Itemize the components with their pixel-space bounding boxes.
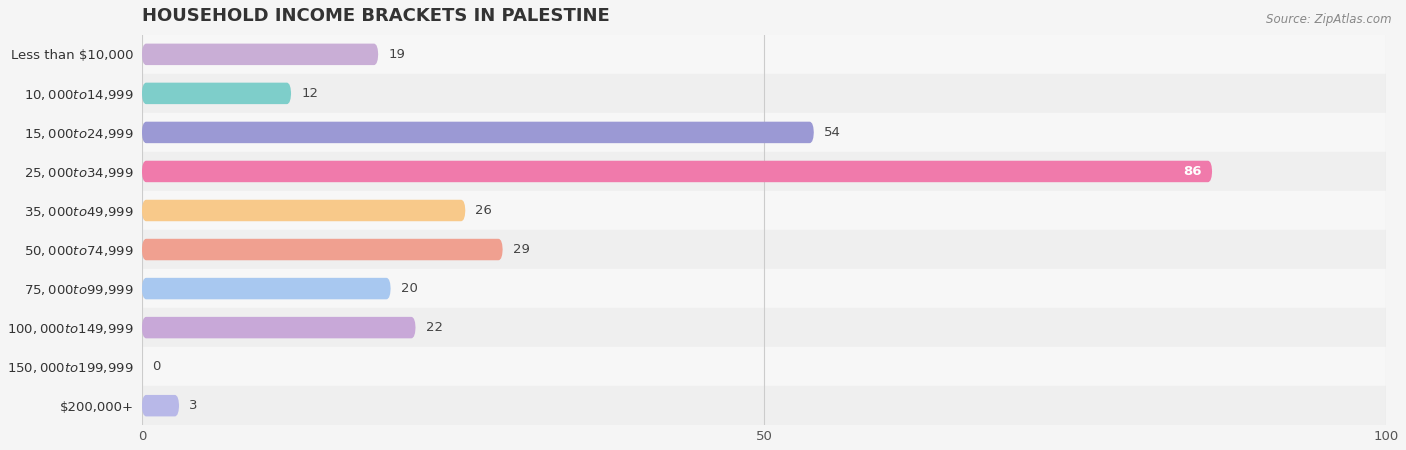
FancyBboxPatch shape	[142, 161, 1212, 182]
Bar	[142, 113, 1386, 152]
Text: 0: 0	[152, 360, 160, 373]
Text: 29: 29	[513, 243, 530, 256]
Bar	[142, 308, 1386, 347]
Bar	[142, 386, 1386, 425]
Bar	[142, 347, 1386, 386]
Bar	[142, 269, 1386, 308]
Bar	[142, 35, 1386, 74]
Text: 54: 54	[824, 126, 841, 139]
Bar	[142, 74, 1386, 113]
Text: 26: 26	[475, 204, 492, 217]
Text: 20: 20	[401, 282, 418, 295]
Text: 3: 3	[190, 399, 198, 412]
Bar	[142, 230, 1386, 269]
Text: 12: 12	[301, 87, 318, 100]
FancyBboxPatch shape	[142, 278, 391, 299]
FancyBboxPatch shape	[142, 395, 179, 416]
FancyBboxPatch shape	[142, 122, 814, 143]
FancyBboxPatch shape	[142, 44, 378, 65]
Text: HOUSEHOLD INCOME BRACKETS IN PALESTINE: HOUSEHOLD INCOME BRACKETS IN PALESTINE	[142, 7, 610, 25]
FancyBboxPatch shape	[142, 200, 465, 221]
Text: Source: ZipAtlas.com: Source: ZipAtlas.com	[1267, 14, 1392, 27]
Bar	[142, 191, 1386, 230]
FancyBboxPatch shape	[142, 317, 416, 338]
FancyBboxPatch shape	[142, 83, 291, 104]
Text: 19: 19	[388, 48, 405, 61]
Text: 22: 22	[426, 321, 443, 334]
FancyBboxPatch shape	[142, 239, 503, 260]
Text: 86: 86	[1184, 165, 1202, 178]
Bar	[142, 152, 1386, 191]
